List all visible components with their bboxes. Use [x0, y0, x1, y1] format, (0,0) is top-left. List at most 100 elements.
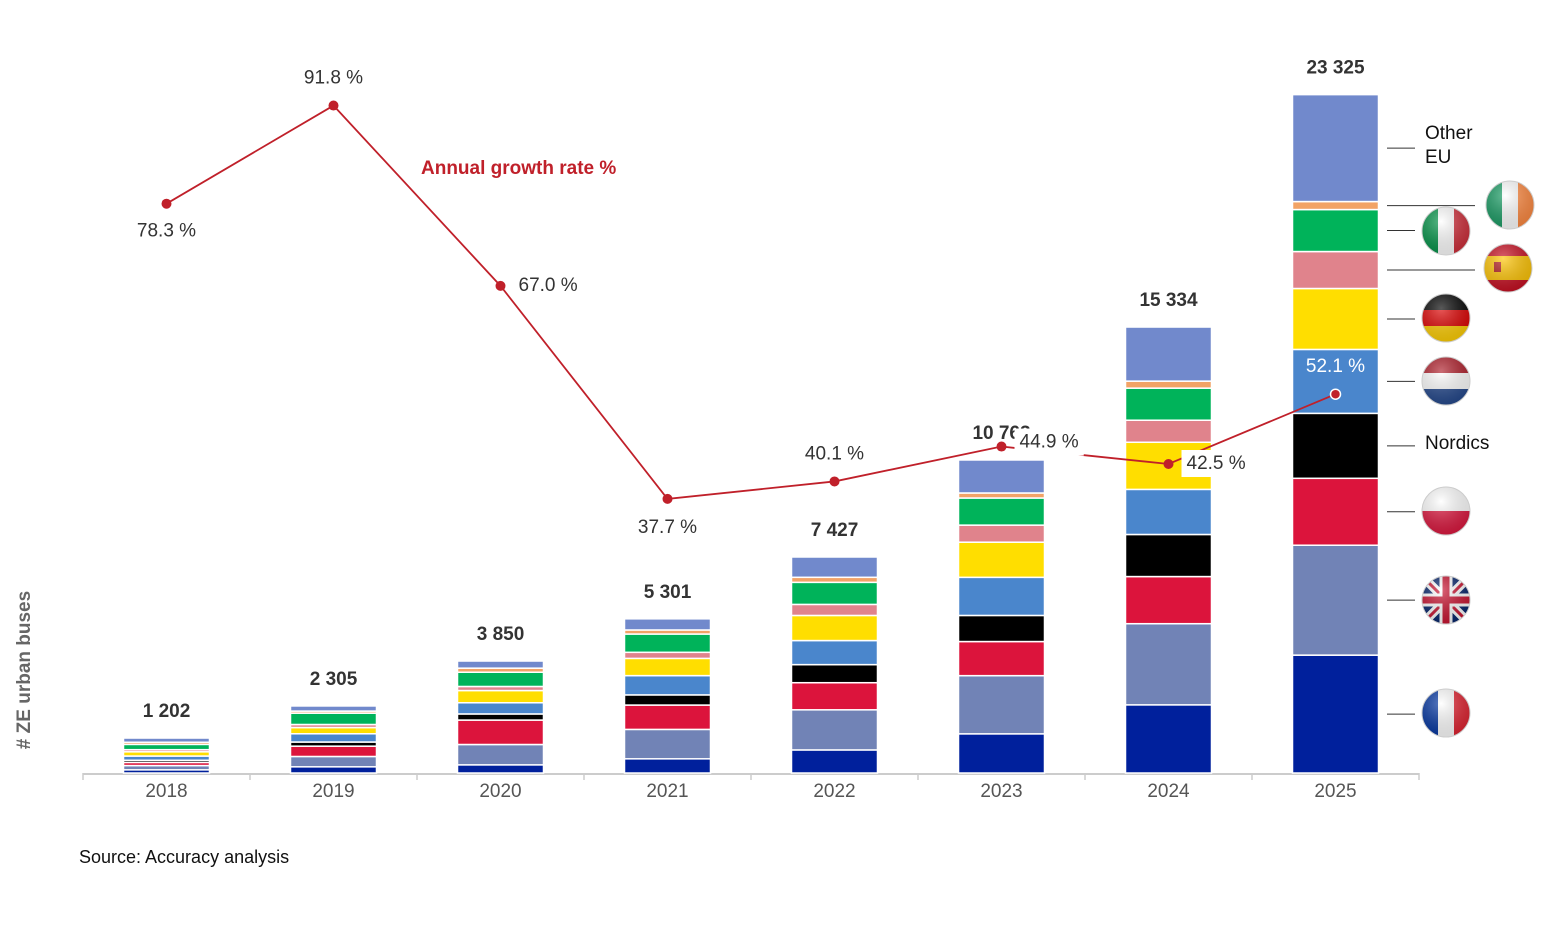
total-label: 23 325 [1306, 58, 1365, 79]
growth-point [662, 493, 673, 504]
growth-point [1163, 458, 1174, 469]
bar-segment [790, 681, 879, 711]
legend-label: Nordics [1425, 433, 1490, 454]
bar-segment [790, 603, 879, 617]
bar-segment [623, 651, 712, 660]
bar-segment [1291, 477, 1380, 546]
bar-segment [456, 660, 545, 669]
x-tick-label: 2018 [145, 781, 187, 802]
bar-segment [1124, 575, 1213, 625]
x-tick-label: 2025 [1314, 781, 1356, 802]
bar-segment [623, 657, 712, 677]
bar-segment [623, 633, 712, 654]
growth-point [829, 476, 840, 487]
bar-segment [122, 743, 211, 751]
growth-label: 42.5 % [1187, 453, 1246, 474]
bar-segment [1291, 287, 1380, 351]
total-label: 1 202 [143, 701, 191, 722]
bar-segment [957, 674, 1046, 735]
growth-label: 40.1 % [805, 443, 864, 464]
bar-segment [957, 541, 1046, 579]
bar-segment [1124, 419, 1213, 444]
growth-label: 44.9 % [1020, 432, 1079, 453]
growth-label: 67.0 % [519, 275, 578, 296]
bar-segment [1124, 387, 1213, 421]
bar-segment [289, 705, 378, 712]
bar-segment [957, 640, 1046, 677]
label-background [1014, 428, 1084, 456]
bar-segment [456, 671, 545, 688]
bar-segment [1291, 544, 1380, 656]
bar-segment [289, 766, 378, 774]
source: Source: Accuracy analysis [79, 847, 289, 867]
total-label: 15 334 [1139, 290, 1198, 311]
bar-segment [623, 618, 712, 631]
bar-segment [1291, 250, 1380, 290]
growth-point [996, 441, 1007, 452]
bar-segment [1124, 533, 1213, 578]
bar-segment [289, 733, 378, 743]
bar-segment [1291, 208, 1380, 253]
bar-segment [1291, 654, 1380, 774]
flag-netherlands [1421, 356, 1471, 406]
x-tick-label: 2020 [479, 781, 521, 802]
growth-label: 91.8 % [304, 68, 363, 89]
flag-ireland [1485, 180, 1535, 230]
bar-segment [790, 663, 879, 684]
bar-segment [456, 743, 545, 766]
bar-segment [790, 709, 879, 751]
bar-segment [957, 576, 1046, 617]
bar-segment [1124, 326, 1213, 382]
bar-segment [623, 728, 712, 760]
flag-poland [1421, 486, 1471, 536]
bar-segment [1124, 380, 1213, 389]
x-tick-label: 2022 [813, 781, 855, 802]
bar-segment [790, 639, 879, 666]
total-label: 7 427 [811, 520, 859, 541]
bar-segment [289, 712, 378, 726]
growth-label: 78.3 % [137, 221, 196, 242]
bar-segment [456, 702, 545, 715]
bar-segment [790, 749, 879, 774]
bar-segment [1291, 412, 1380, 480]
bar-segment [790, 614, 879, 642]
bar-segment [289, 755, 378, 768]
line-series-label: Annual growth rate % [421, 158, 616, 179]
flag-uk [1421, 575, 1471, 625]
bar-segment [456, 713, 545, 721]
growth-line [166, 104, 1336, 500]
bar-segment [289, 745, 378, 758]
bar-segment [289, 726, 378, 735]
bar-segment [1124, 622, 1213, 706]
total-label: 3 850 [477, 624, 525, 645]
y-axis-label: # ZE urban buses [14, 591, 35, 749]
x-tick-label: 2024 [1147, 781, 1190, 802]
bar-segment [957, 614, 1046, 643]
flag-italy [1421, 206, 1471, 256]
bar-segment [623, 694, 712, 706]
legend-label: Other EU [1425, 123, 1473, 168]
plot: 2018 1 202 2019 2 305 2020 3 850 2021 5 301 2022… [82, 58, 1475, 802]
bar-segment [1291, 93, 1380, 203]
bar-segment [1291, 200, 1380, 211]
total-label: 2 305 [310, 669, 358, 690]
bar-segment [957, 459, 1046, 494]
growth-label: 37.7 % [638, 517, 697, 538]
bar-segment [957, 497, 1046, 526]
bar-segment [122, 737, 211, 744]
bar-segment [790, 556, 879, 579]
bar-segment [456, 689, 545, 704]
flag-spain [1483, 243, 1533, 293]
bar-segment [1124, 488, 1213, 536]
bar-segment [790, 576, 879, 584]
bar-segment [957, 492, 1046, 499]
bar-segment [790, 581, 879, 606]
x-tick-label: 2019 [312, 781, 354, 802]
bar-segment [456, 764, 545, 774]
bar-segment [957, 524, 1046, 543]
growth-point [1329, 388, 1342, 400]
bar-segment [1124, 704, 1213, 774]
x-tick-label: 2023 [980, 781, 1022, 802]
